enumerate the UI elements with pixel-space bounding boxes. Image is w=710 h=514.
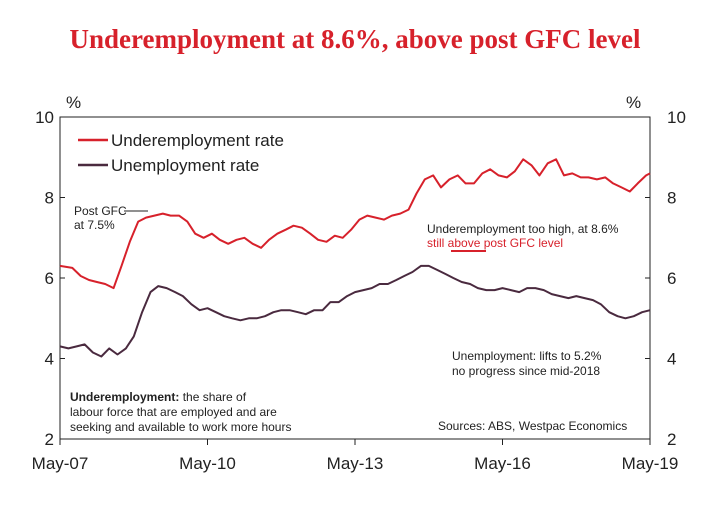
definition-note: Underemployment: the share of labour for… [70,390,291,434]
chart-title: Underemployment at 8.6%, above post GFC … [69,24,641,54]
y-right-tick-label: 2 [667,430,676,449]
x-tick-label: May-07 [32,454,89,473]
annotation-post-gfc-line2: at 7.5% [74,218,115,232]
definition-line1: Underemployment: the share of [70,390,247,404]
series-line-underemployment [59,158,651,290]
annotation-unemployment-line1: Unemployment: lifts to 5.2% [452,349,602,363]
left-axis-unit: % [66,93,81,112]
right-y-axis: 2 4 6 8 10 [645,108,686,449]
definition-line3: seeking and available to work more hours [70,420,291,434]
y-left-tick-label: 2 [45,430,54,449]
series-line-unemployment [59,264,651,358]
series-layer [59,158,651,358]
definition-term: Underemployment: [70,390,179,404]
y-left-tick-label: 6 [45,269,54,288]
annotation-unemployment: Unemployment: lifts to 5.2% no progress … [452,349,602,378]
annotation-underemployment-line1: Underemployment too high, at 8.6% [427,222,619,236]
annotation-underemployment-still: still [427,236,448,250]
y-left-tick-label: 10 [35,108,54,127]
annotation-underemployment-above: above [448,236,481,250]
annotation-post-gfc: Post GFC at 7.5% [74,204,148,232]
y-right-tick-label: 8 [667,189,676,208]
source-note: Sources: ABS, Westpac Economics [438,419,627,433]
legend-label-unemployment: Unemployment rate [111,156,259,175]
left-y-axis: 2 4 6 8 10 [35,108,65,449]
annotation-post-gfc-line1: Post GFC [74,204,127,218]
legend-label-underemployment: Underemployment rate [111,131,284,150]
y-left-tick-label: 8 [45,189,54,208]
annotation-underemployment-line2: still above post GFC level [427,236,563,250]
definition-line2: labour force that are employed and are [70,405,277,419]
annotation-underemployment-rest: post GFC level [480,236,563,250]
legend: Underemployment rate Unemployment rate [78,131,284,175]
right-axis-unit: % [626,93,641,112]
annotation-underemployment: Underemployment too high, at 8.6% still … [427,222,619,252]
x-tick-label: May-10 [179,454,236,473]
annotation-unemployment-line2: no progress since mid-2018 [452,364,600,378]
y-right-tick-label: 10 [667,108,686,127]
x-tick-label: May-16 [474,454,531,473]
x-axis: May-07 May-10 May-13 May-16 May-19 [32,439,679,473]
y-right-tick-label: 4 [667,350,676,369]
y-left-tick-label: 4 [45,350,54,369]
definition-line1-rest: the share of [179,390,246,404]
x-tick-label: May-13 [327,454,384,473]
y-right-tick-label: 6 [667,269,676,288]
x-tick-label: May-19 [622,454,679,473]
